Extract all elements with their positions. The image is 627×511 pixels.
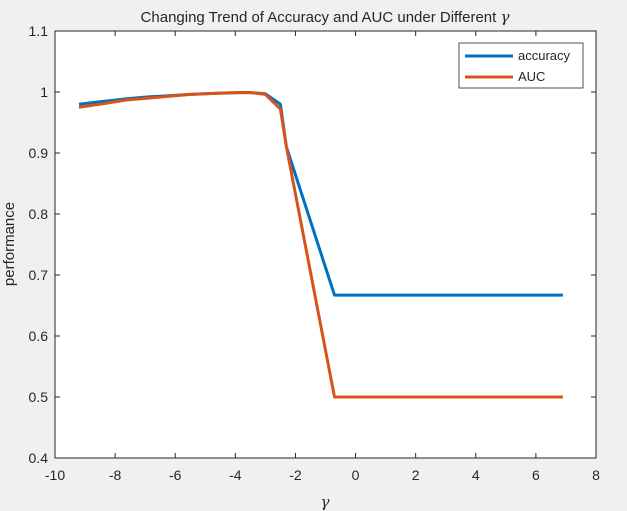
chart-title: Changing Trend of Accuracy and AUC under… — [141, 8, 510, 26]
y-tick-label: 0.8 — [29, 206, 49, 222]
x-tick-label: -4 — [229, 467, 242, 483]
x-tick-label: 0 — [352, 467, 360, 483]
y-axis-label: performance — [1, 202, 18, 286]
x-tick-label: -10 — [45, 467, 65, 483]
legend: accuracy AUC — [458, 42, 584, 89]
x-tick-label: 2 — [412, 467, 420, 483]
x-tick-label: 4 — [472, 467, 480, 483]
x-tick-label: -2 — [289, 467, 302, 483]
title-gamma-symbol: γ — [500, 8, 509, 26]
y-tick-label: 0.6 — [29, 328, 49, 344]
x-tick-label: 8 — [592, 467, 600, 483]
x-tick-label: -8 — [109, 467, 122, 483]
legend-box — [458, 42, 584, 89]
x-tick-label: -6 — [169, 467, 182, 483]
y-tick-label: 1.1 — [29, 23, 49, 39]
y-tick-label: 0.9 — [29, 145, 49, 161]
y-tick-label: 0.4 — [29, 450, 49, 466]
x-tick-label: 6 — [532, 467, 540, 483]
legend-label-auc: AUC — [518, 69, 545, 84]
y-tick-label: 0.5 — [29, 389, 49, 405]
plot-area — [54, 30, 597, 459]
axis-ticks: -10 -8 -6 -4 -2 0 2 4 6 8 0.4 0.5 0.6 0.7 0.8 0.9 1 1.1 — [29, 23, 601, 483]
x-axis-label: γ — [321, 493, 330, 511]
y-tick-label: 0.7 — [29, 267, 49, 283]
legend-label-accuracy: accuracy — [518, 48, 571, 63]
y-tick-label: 1 — [40, 84, 48, 100]
series-line-auc — [78, 91, 563, 399]
series-layer — [78, 91, 563, 399]
